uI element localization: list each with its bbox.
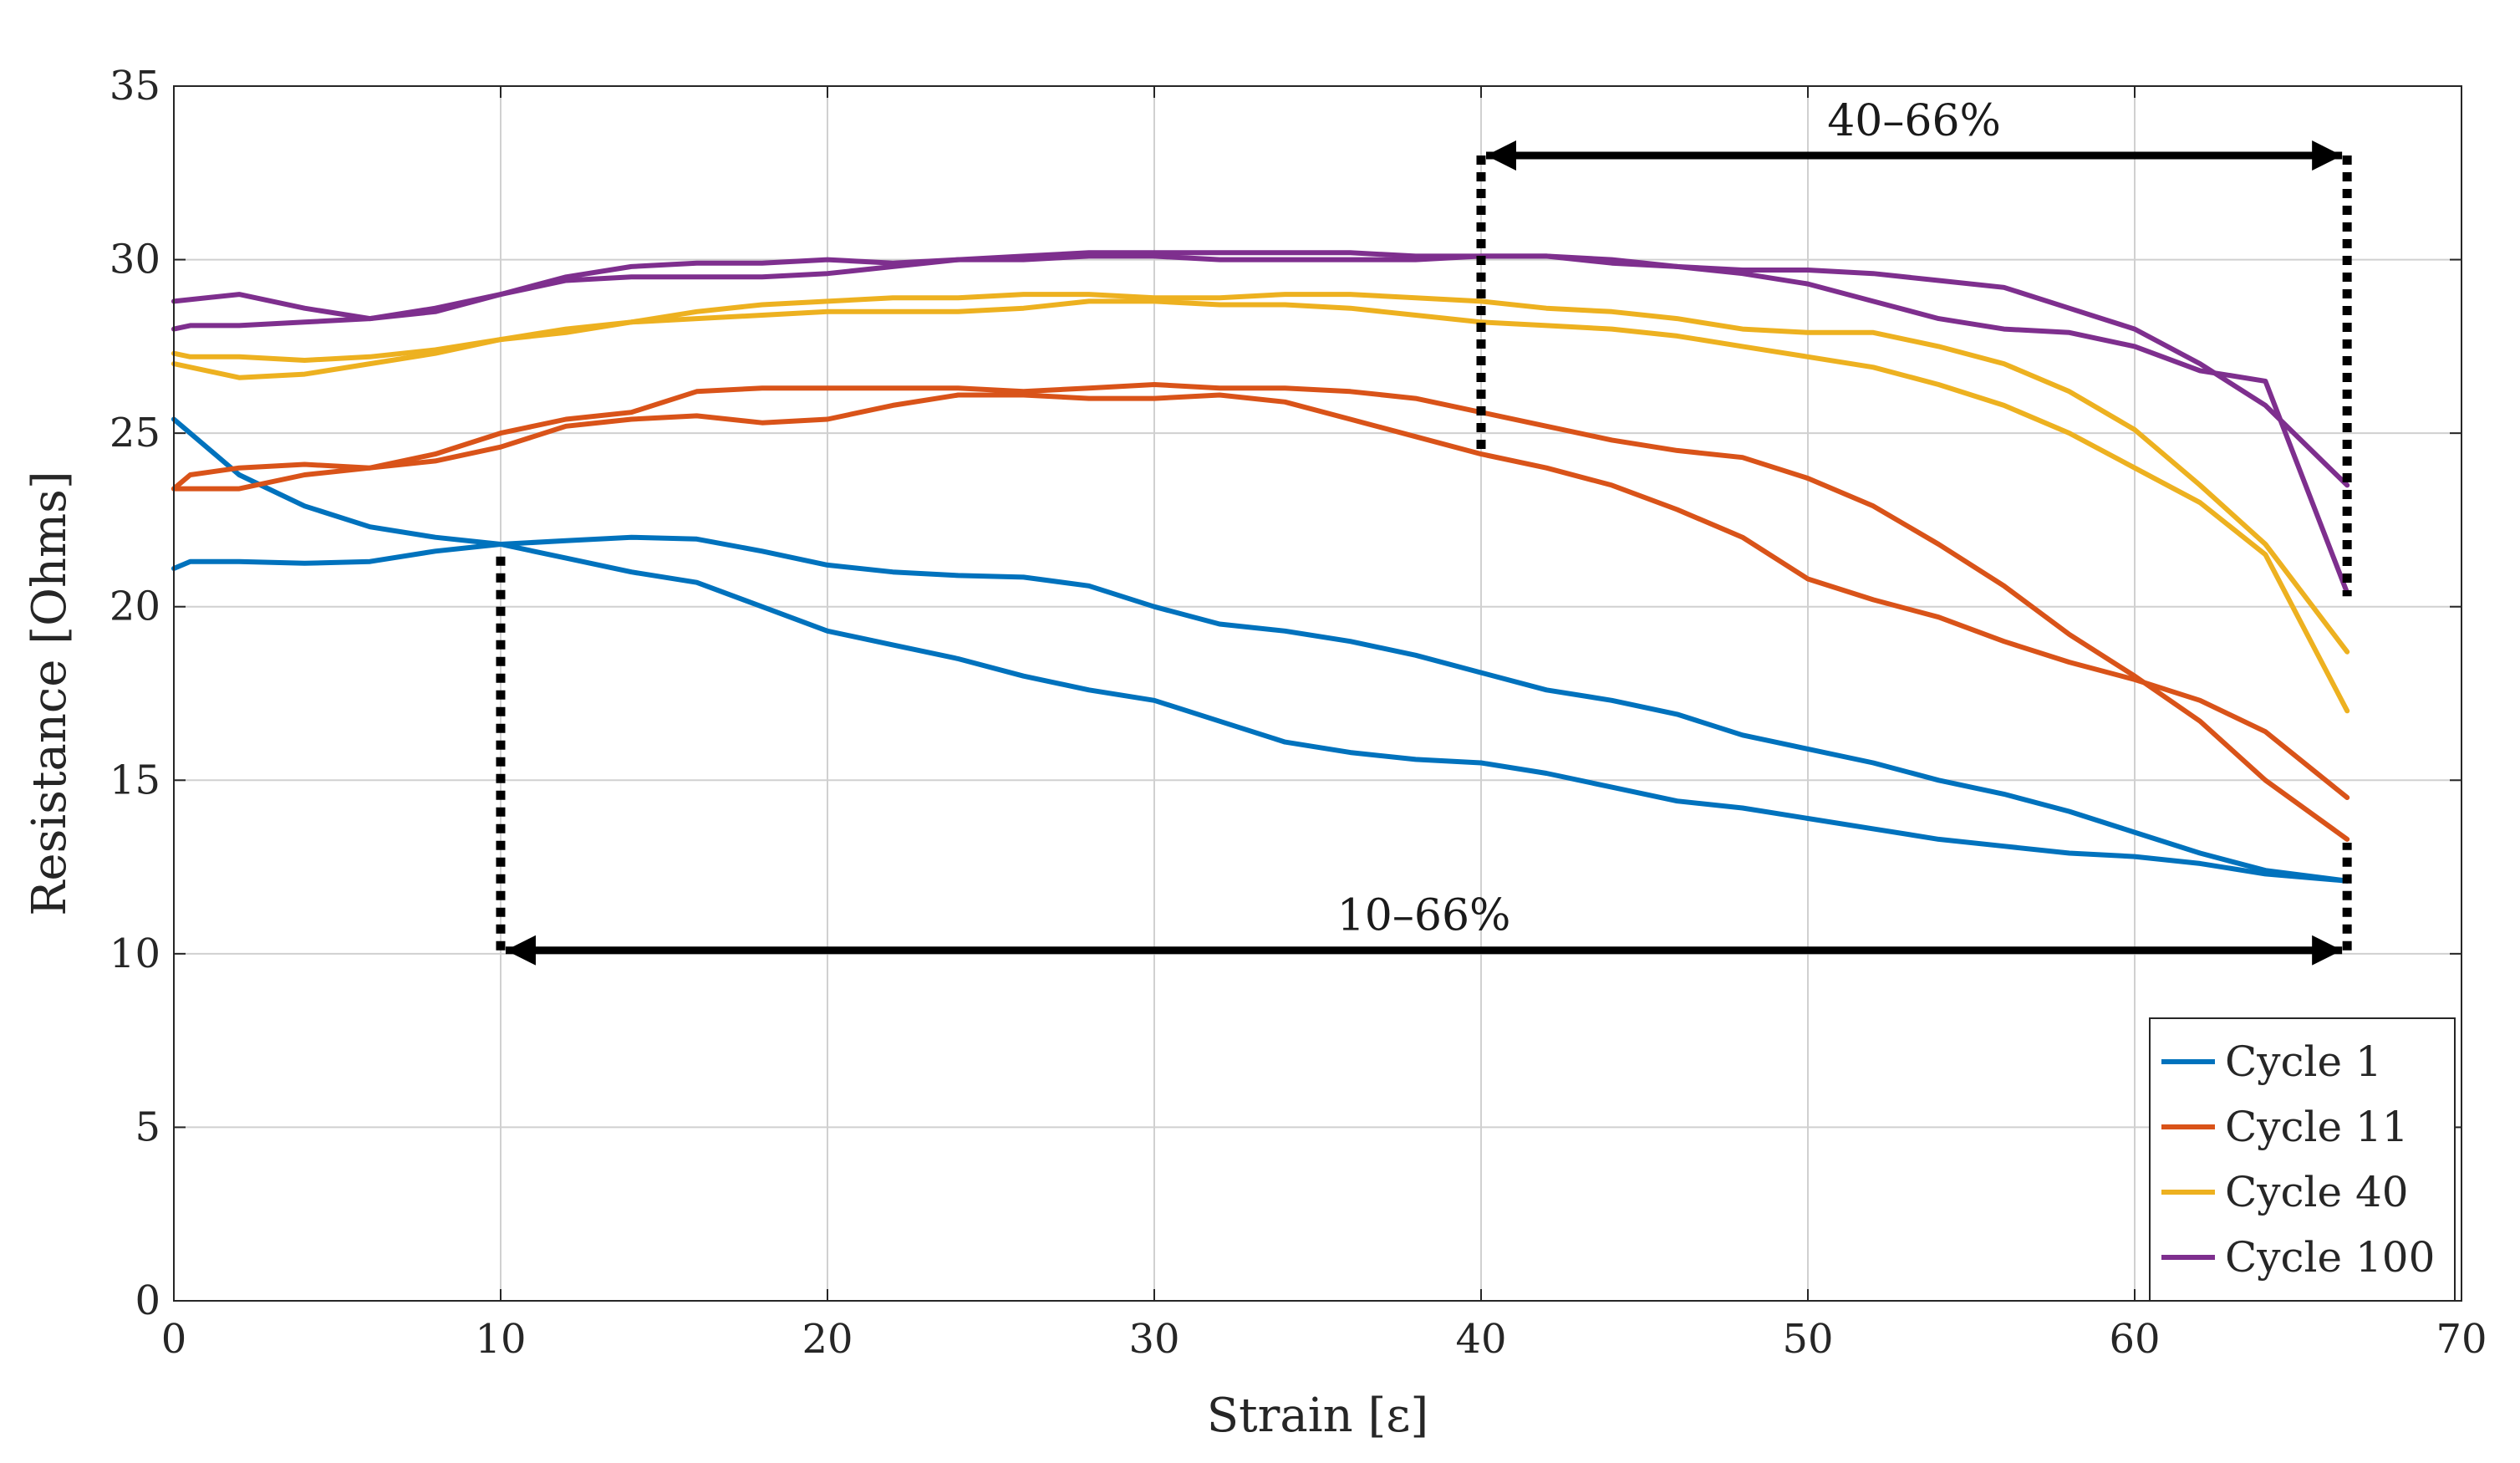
plot-frame [173,85,2462,1302]
series-cycle-11-loading-line [171,392,2350,800]
range-10-66.5-label: 10–66% [1337,891,1511,941]
x-tick-label: 50 [1782,1316,1833,1363]
series-cycle-1-unloading-line [171,416,2350,884]
range-40-66.5-label: 40–66% [1827,96,2001,146]
series-cycle-11-unloading-line [171,382,2350,842]
x-axis-label: Strain [ε] [1207,1389,1429,1443]
x-tick-label: 30 [1128,1316,1179,1363]
x-tick-label: 10 [475,1316,526,1363]
y-tick-label: 15 [109,757,160,803]
x-tick-label: 20 [802,1316,853,1363]
x-tick-label: 0 [161,1316,187,1363]
legend-box [2149,1017,2456,1302]
annotation-layer: 40–66% 10–66% [496,96,2352,966]
y-tick-label: 0 [135,1277,160,1324]
legend: Cycle 1 Cycle 11 Cycle 40 Cycle 100 [2149,1017,2456,1302]
series-cycle-40-unloading-line [171,292,2350,655]
y-tick-label: 25 [109,410,160,456]
y-tick-label: 30 [109,237,160,283]
tick-layer: 0 10 20 30 40 50 60 70 0 5 10 15 20 25 30 35 [109,63,2487,1363]
x-tick-label: 40 [1455,1316,1506,1363]
series-cycle-1-loading-line [171,534,2350,884]
y-tick-label: 5 [135,1104,160,1150]
series-layer [171,250,2350,884]
series-cycle-100-unloading-line [171,250,2350,488]
y-tick-label: 10 [109,930,160,977]
y-tick-label: 20 [109,584,160,630]
x-tick-label: 60 [2109,1316,2160,1363]
legend-label-cycle-11: Cycle 11 [2225,1103,2409,1151]
legend-label-cycle-100: Cycle 100 [2225,1233,2435,1282]
legend-label-cycle-1: Cycle 1 [2225,1037,2382,1086]
y-axis-label: Resistance [Ohms] [23,471,77,915]
legend-label-cycle-40: Cycle 40 [2225,1168,2409,1216]
x-tick-label: 70 [2436,1316,2487,1363]
y-tick-label: 35 [109,63,160,110]
